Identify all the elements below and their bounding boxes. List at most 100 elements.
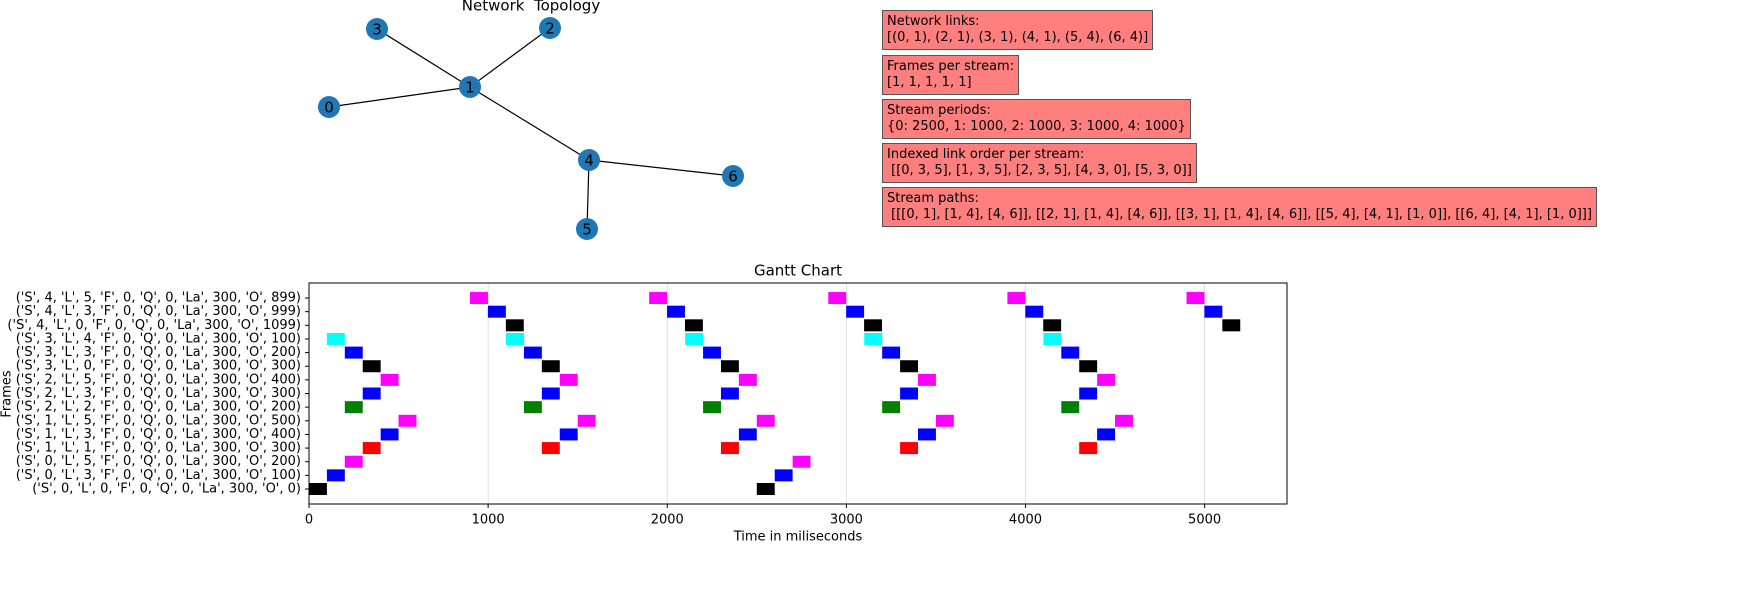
gantt-bar (326, 469, 345, 482)
gantt-bar (738, 373, 757, 386)
gantt-bar (900, 360, 919, 373)
y-tick-label: ('S', 2, 'L', 5, 'F', 0, 'Q', 0, 'La', 3… (16, 372, 301, 387)
gantt-bar (918, 428, 936, 441)
x-tick-label: 0 (305, 513, 313, 528)
y-axis-label: Frames (0, 370, 15, 418)
gantt-bar (1186, 292, 1205, 305)
y-tick-label: ('S', 4, 'L', 3, 'F', 0, 'Q', 0, 'La', 3… (16, 304, 301, 319)
y-tick-label: ('S', 1, 'L', 1, 'F', 0, 'Q', 0, 'La', 3… (16, 441, 301, 456)
gantt-bar (1043, 319, 1062, 332)
gantt-bar (1115, 414, 1133, 427)
network-edge (328, 86, 471, 108)
gantt-bar (398, 414, 417, 427)
gantt-bar (882, 401, 901, 414)
gantt-bar (846, 305, 865, 318)
node-label: 3 (372, 21, 382, 39)
gantt-bar (720, 442, 739, 455)
gantt-bar (559, 428, 578, 441)
gantt-bar (1097, 428, 1116, 441)
gantt-bar (344, 401, 363, 414)
x-tick-label: 2000 (651, 513, 684, 528)
info-text: [(0, 1), (2, 1), (3, 1), (4, 1), (5, 4),… (887, 30, 1149, 45)
gantt-bar (487, 305, 506, 318)
gantt-bar (362, 442, 381, 455)
gantt-bar (1222, 319, 1241, 332)
plot-frame (308, 282, 1288, 505)
info-title: Indexed link order per stream: (887, 147, 1085, 162)
y-tick-label: ('S', 3, 'L', 4, 'F', 0, 'Q', 0, 'La', 3… (16, 331, 301, 346)
network-node (366, 18, 388, 40)
gantt-bar (703, 401, 721, 414)
network-node (318, 96, 340, 118)
y-tick-label: ('S', 0, 'L', 0, 'F', 0, 'Q', 0, 'La', 3… (32, 482, 301, 497)
gantt-bar (738, 428, 757, 441)
y-tick-label: ('S', 2, 'L', 3, 'F', 0, 'Q', 0, 'La', 3… (16, 386, 301, 401)
info-title: Stream periods: (887, 103, 991, 118)
node-label: 4 (584, 152, 594, 170)
info-box: Network links: [(0, 1), (2, 1), (3, 1), (… (882, 10, 1154, 50)
y-tick-label: ('S', 2, 'L', 2, 'F', 0, 'Q', 0, 'La', 3… (16, 400, 301, 415)
info-title: Frames per stream: (887, 59, 1015, 74)
gantt-bar (685, 332, 704, 345)
gantt-bar (900, 387, 919, 400)
gantt-bar (828, 292, 847, 305)
network-node (576, 218, 598, 240)
gantt-bar (541, 387, 560, 400)
network-edge (469, 27, 551, 88)
gantt-bar (326, 332, 345, 345)
gantt-bar (864, 332, 883, 345)
y-tick-label: ('S', 1, 'L', 3, 'F', 0, 'Q', 0, 'La', 3… (16, 427, 301, 442)
y-tick-label: ('S', 1, 'L', 5, 'F', 0, 'Q', 0, 'La', 3… (16, 413, 301, 428)
network-title: Network Topology (462, 0, 601, 15)
gantt-bar (1079, 360, 1098, 373)
gantt-bar (918, 373, 936, 386)
gantt-bar (667, 305, 685, 318)
gantt-bar (309, 483, 327, 495)
gantt-bar (505, 319, 524, 332)
network-edge (586, 159, 590, 230)
info-box: Stream paths: [[[0, 1], [1, 4], [4, 6]],… (882, 187, 1597, 227)
network-edge (588, 159, 734, 177)
network-node (459, 76, 481, 98)
info-text: {0: 2500, 1: 1000, 2: 1000, 3: 1000, 4: … (887, 119, 1186, 134)
gantt-bar (523, 346, 542, 359)
node-label: 2 (545, 20, 555, 38)
x-axis-label: Time in miliseconds (733, 530, 863, 545)
y-tick-label: ('S', 3, 'L', 0, 'F', 0, 'Q', 0, 'La', 3… (16, 359, 301, 374)
info-box: Stream periods: {0: 2500, 1: 1000, 2: 100… (882, 99, 1191, 139)
x-tick-label: 5000 (1188, 513, 1221, 528)
gantt-bar (1079, 442, 1098, 455)
gantt-bar (559, 373, 578, 386)
info-box: Frames per stream: [1, 1, 1, 1, 1] (882, 55, 1020, 95)
y-tick-label: ('S', 0, 'L', 5, 'F', 0, 'Q', 0, 'La', 3… (16, 454, 301, 469)
gantt-bar (774, 469, 793, 482)
x-tick-label: 1000 (472, 513, 505, 528)
info-text: [1, 1, 1, 1, 1] (887, 75, 972, 90)
gantt-bar (864, 319, 883, 332)
gantt-bar (882, 346, 901, 359)
gantt-bar (720, 387, 739, 400)
gantt-bar (1204, 305, 1223, 318)
info-text: [[0, 3, 5], [1, 3, 5], [2, 3, 5], [4, 3,… (887, 163, 1192, 178)
gantt-bar (1043, 332, 1062, 345)
gantt-bar (344, 455, 363, 468)
node-label: 1 (465, 79, 475, 97)
gantt-bar (362, 360, 381, 373)
gantt-bar (792, 455, 811, 468)
chart-title: Gantt Chart (754, 262, 842, 280)
gantt-bar (756, 483, 775, 495)
gantt-bar (1097, 373, 1116, 386)
gantt-bar (541, 442, 560, 455)
network-edge (469, 86, 590, 161)
gantt-bar (1061, 346, 1080, 359)
gantt-bar (523, 401, 542, 414)
network-node (722, 165, 744, 187)
info-text: [[[0, 1], [1, 4], [4, 6]], [[2, 1], [1, … (887, 207, 1592, 222)
network-edge (376, 28, 471, 88)
gantt-bar (703, 346, 721, 359)
gantt-bar (362, 387, 381, 400)
node-label: 6 (728, 168, 738, 186)
network-node (539, 17, 561, 39)
gantt-bar (506, 332, 524, 345)
